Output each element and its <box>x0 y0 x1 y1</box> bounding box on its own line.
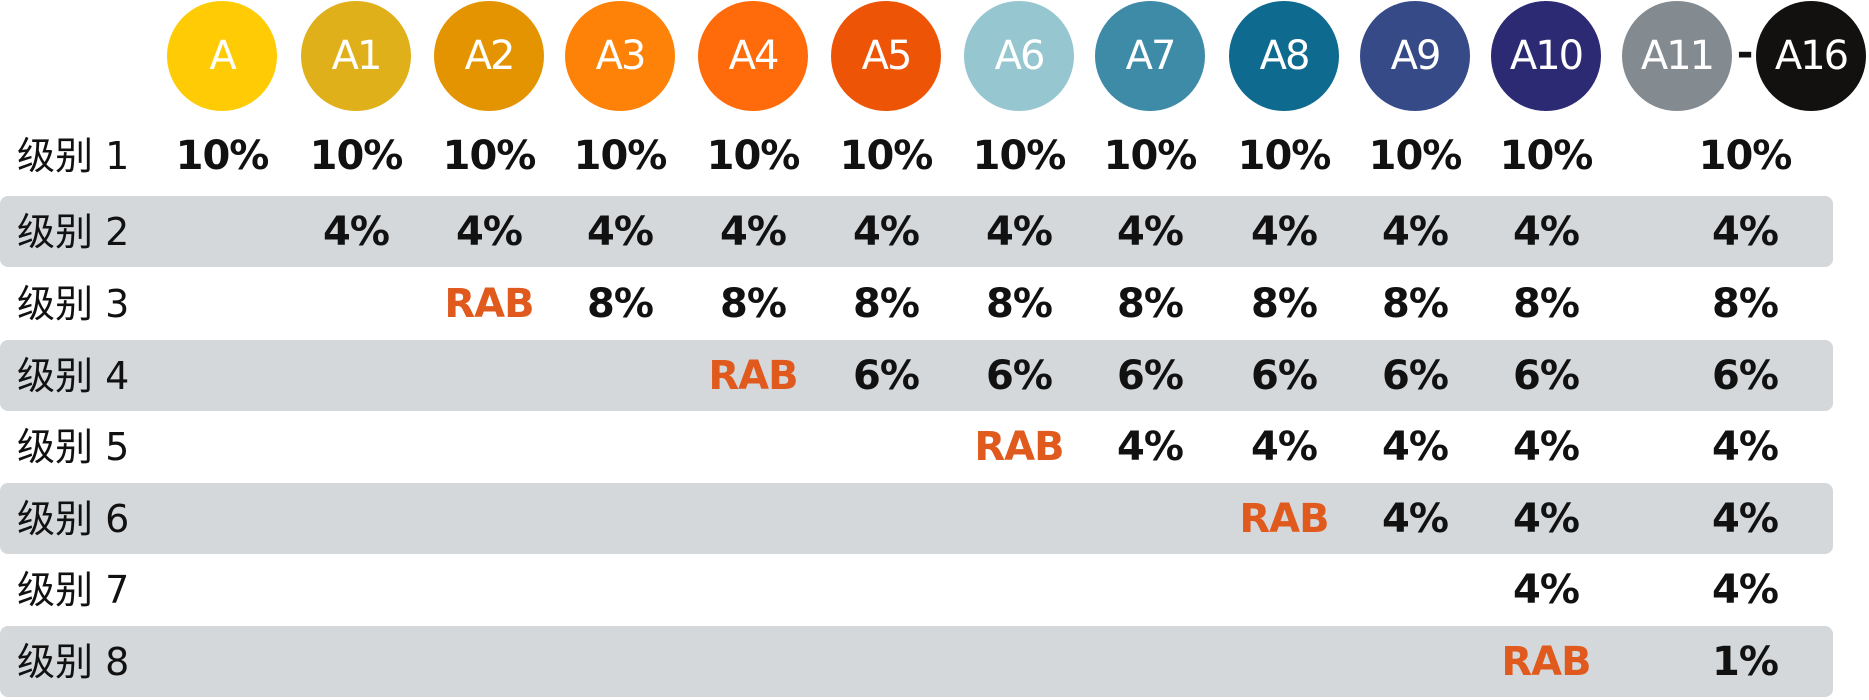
grade-badge-a2: A2 <box>434 1 544 111</box>
table-cell: 10% <box>1698 133 1793 179</box>
table-cell: 8% <box>1382 281 1449 327</box>
row-label: 级别 4 <box>17 354 130 398</box>
grade-badge-a5: A5 <box>831 1 941 111</box>
table-cell: 10% <box>442 133 537 179</box>
table-cell: 10% <box>1103 133 1198 179</box>
table-cell: 4% <box>1712 424 1779 470</box>
grade-badge-a1: A1 <box>301 1 411 111</box>
table-cell: 4% <box>1513 424 1580 470</box>
row-band <box>0 340 1833 411</box>
table-cell: RAB <box>1239 496 1329 542</box>
grade-badge-a4: A4 <box>698 1 808 111</box>
table-cell: 4% <box>986 209 1053 255</box>
table-cell: 4% <box>456 209 523 255</box>
table-cell: 10% <box>706 133 801 179</box>
grade-badge-a8: A8 <box>1229 1 1339 111</box>
row-label: 级别 6 <box>17 497 130 541</box>
table-cell: 4% <box>1117 209 1184 255</box>
table-cell: 10% <box>1499 133 1594 179</box>
table-cell: 4% <box>853 209 920 255</box>
table-cell: RAB <box>1501 639 1591 685</box>
table-cell: 4% <box>1251 209 1318 255</box>
table-cell: 4% <box>587 209 654 255</box>
grade-badge-a10: A10 <box>1491 1 1601 111</box>
grade-badge-a7: A7 <box>1095 1 1205 111</box>
table-cell: 10% <box>573 133 668 179</box>
table-cell: 4% <box>1251 424 1318 470</box>
table-cell: RAB <box>444 281 534 327</box>
table-cell: 8% <box>1513 281 1580 327</box>
table-cell: RAB <box>974 424 1064 470</box>
row-band <box>0 196 1833 267</box>
table-cell: 6% <box>1513 353 1580 399</box>
table-cell: 4% <box>1382 209 1449 255</box>
table-cell: 8% <box>853 281 920 327</box>
table-cell: 8% <box>720 281 787 327</box>
table-cell: 10% <box>839 133 934 179</box>
table-cell: 8% <box>1117 281 1184 327</box>
table-cell: 4% <box>1513 496 1580 542</box>
range-separator: - <box>1736 30 1754 76</box>
table-cell: 8% <box>1712 281 1779 327</box>
table-cell: 10% <box>175 133 270 179</box>
grade-badge-a11: A11 <box>1622 1 1732 111</box>
row-band <box>0 626 1833 697</box>
table-cell: 6% <box>853 353 920 399</box>
table-cell: 10% <box>309 133 404 179</box>
grade-badge-a9: A9 <box>1360 1 1470 111</box>
grade-badge-a16: A16 <box>1756 1 1866 111</box>
table-cell: 6% <box>1117 353 1184 399</box>
table-cell: 6% <box>1382 353 1449 399</box>
table-cell: 6% <box>986 353 1053 399</box>
row-label: 级别 2 <box>17 210 130 254</box>
table-cell: 4% <box>1117 424 1184 470</box>
row-label: 级别 8 <box>17 640 130 684</box>
table-cell: 4% <box>1382 424 1449 470</box>
row-band <box>0 483 1833 554</box>
table-cell: 4% <box>720 209 787 255</box>
grade-badge-a6: A6 <box>964 1 1074 111</box>
row-label: 级别 3 <box>17 282 130 326</box>
table-cell: 4% <box>1513 209 1580 255</box>
table-cell: 8% <box>986 281 1053 327</box>
grade-badge-a: A <box>167 1 277 111</box>
table-cell: 4% <box>1513 567 1580 613</box>
table-cell: 8% <box>587 281 654 327</box>
table-cell: 4% <box>1712 209 1779 255</box>
table-cell: 4% <box>1712 496 1779 542</box>
table-cell: 4% <box>323 209 390 255</box>
row-label: 级别 7 <box>17 568 130 612</box>
grade-badge-a3: A3 <box>565 1 675 111</box>
table-cell: 10% <box>1237 133 1332 179</box>
table-cell: 8% <box>1251 281 1318 327</box>
table-cell: RAB <box>708 353 798 399</box>
table-cell: 6% <box>1251 353 1318 399</box>
row-label: 级别 5 <box>17 425 130 469</box>
table-cell: 10% <box>1368 133 1463 179</box>
row-label: 级别 1 <box>17 134 130 178</box>
table-cell: 4% <box>1382 496 1449 542</box>
table-cell: 6% <box>1712 353 1779 399</box>
table-cell: 1% <box>1712 639 1779 685</box>
table-cell: 4% <box>1712 567 1779 613</box>
table-cell: 10% <box>972 133 1067 179</box>
